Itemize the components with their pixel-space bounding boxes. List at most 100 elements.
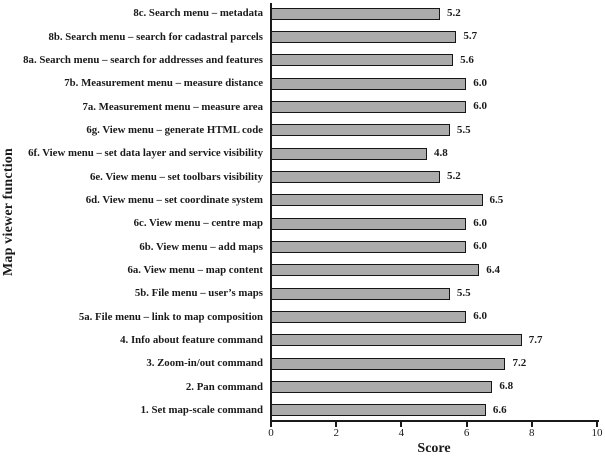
tick-mark — [400, 422, 403, 427]
category-label: 8c. Search menu – metadata — [0, 8, 270, 19]
bar — [270, 77, 467, 90]
bar-track: 6.6 — [270, 399, 597, 422]
category-label: 6a. View menu – map content — [0, 265, 270, 276]
value-label: 6.0 — [473, 310, 487, 323]
category-label: 3. Zoom-in/out command — [0, 358, 270, 369]
value-label: 7.7 — [528, 333, 543, 346]
tick-mark — [596, 422, 598, 427]
tick-mark — [270, 422, 272, 427]
category-label-text: 6e. View menu – set toolbars visibility — [89, 170, 263, 183]
category-label-text: 8a. Search menu – search for addresses a… — [23, 53, 263, 66]
category-label-text: 3. Zoom-in/out command — [146, 357, 263, 370]
tick-label: 10 — [591, 427, 603, 439]
value-label: 5.5 — [456, 287, 471, 300]
value-label: 6.0 — [473, 217, 487, 230]
category-label: 6d. View menu – set coordinate system — [0, 195, 270, 206]
category-label-text: 4. Info about feature command — [120, 333, 263, 346]
x-axis-tick-labels: 0 2 4 6 8 10 — [268, 427, 602, 441]
chart-row: 5a. File menu – link to map composition 6… — [0, 305, 597, 328]
value-label: 6.8 — [499, 380, 514, 393]
chart-row: 3. Zoom-in/out command 7.2 — [0, 352, 597, 375]
bar — [270, 7, 441, 20]
chart-row: 8b. Search menu – search for cadastral p… — [0, 25, 597, 48]
category-label-text: 5a. File menu – link to map composition — [78, 310, 263, 323]
chart-row: 7a. Measurement menu – measure area 6.0 — [0, 95, 597, 118]
category-label: 8a. Search menu – search for addresses a… — [0, 55, 270, 66]
value-label: 6.6 — [492, 403, 507, 416]
value-label: 6.0 — [473, 77, 487, 90]
bar-track: 6.0 — [270, 212, 597, 235]
bar-track: 7.7 — [270, 329, 597, 352]
category-label-text: 6c. View menu – centre map — [133, 217, 263, 230]
chart-row: 5b. File menu – user’s maps 5.5 — [0, 282, 597, 305]
category-label-text: 6d. View menu – set coordinate system — [85, 193, 263, 206]
tick-label: 6 — [463, 427, 470, 439]
value-label: 5.6 — [460, 53, 474, 66]
bar-track: 6.5 — [270, 189, 597, 212]
bar-track: 5.5 — [270, 119, 597, 142]
tick-mark — [465, 422, 468, 427]
chart-row: 7b. Measurement menu – measure distance 6… — [0, 72, 597, 95]
bar-track: 5.5 — [270, 282, 597, 305]
tick-mark — [335, 422, 338, 427]
category-label: 5b. File menu – user’s maps — [0, 288, 270, 299]
bar — [270, 124, 450, 137]
y-axis-line — [270, 3, 272, 422]
bar — [270, 194, 483, 207]
tick-label: 0 — [268, 427, 274, 439]
value-label: 6.5 — [489, 193, 504, 206]
category-label: 6b. View menu – add maps — [0, 240, 270, 253]
bar — [270, 240, 467, 253]
value-label: 6.0 — [473, 240, 487, 253]
bar-track: 6.8 — [270, 375, 597, 398]
value-label: 5.2 — [447, 7, 461, 20]
x-axis-ticks — [270, 422, 598, 427]
chart-row: 2. Pan command 6.8 — [0, 375, 597, 398]
chart-row: 6g. View menu – generate HTML code 5.5 — [0, 119, 597, 142]
bar — [270, 310, 467, 323]
bar — [270, 287, 450, 300]
category-label: 7a. Measurement menu – measure area — [0, 100, 270, 113]
bar — [270, 357, 506, 370]
category-label-text: 7a. Measurement menu – measure area — [82, 100, 263, 113]
category-label-text: 6b. View menu – add maps — [139, 240, 263, 253]
category-label: 5a. File menu – link to map composition — [0, 310, 270, 323]
chart-row: 6c. View menu – centre map 6.0 — [0, 212, 597, 235]
bar — [270, 147, 427, 160]
category-label-text: 8b. Search menu – search for cadastral p… — [48, 30, 263, 43]
value-label: 4.8 — [433, 147, 448, 160]
bar — [270, 100, 467, 113]
category-label: 6c. View menu – centre map — [0, 218, 270, 229]
bar — [270, 30, 457, 43]
value-label: 5.5 — [456, 123, 471, 136]
category-label: 1. Set map-scale command — [0, 405, 270, 416]
bar-track: 6.4 — [270, 259, 597, 282]
bar — [270, 54, 454, 67]
tick-label: 8 — [529, 427, 535, 439]
bar-track: 6.0 — [270, 95, 597, 118]
category-label-text: 7b. Measurement menu – measure distance — [64, 77, 263, 90]
bar-track: 6.0 — [270, 72, 597, 95]
chart-row: 6e. View menu – set toolbars visibility 5… — [0, 165, 597, 188]
bar — [270, 217, 467, 230]
category-label-text: 2. Pan command — [185, 380, 263, 393]
category-label: 7b. Measurement menu – measure distance — [0, 78, 270, 89]
category-label: 6e. View menu – set toolbars visibility — [0, 170, 270, 183]
category-label-text: 6f. View menu – set data layer and servi… — [28, 147, 263, 160]
value-label: 6.0 — [473, 100, 487, 113]
x-axis-line — [270, 420, 599, 422]
bar-track: 5.7 — [270, 25, 597, 48]
x-axis-title: Score — [417, 441, 451, 456]
value-label: 5.7 — [463, 30, 478, 43]
bar-track: 5.6 — [270, 49, 597, 72]
tick-label: 4 — [398, 427, 405, 439]
category-label-text: 1. Set map-scale command — [140, 403, 263, 416]
category-label: 6f. View menu – set data layer and servi… — [0, 148, 270, 159]
category-label-text: 8c. Search menu – metadata — [133, 7, 263, 20]
bar-track: 6.0 — [270, 305, 597, 328]
bar-track: 4.8 — [270, 142, 597, 165]
bars-area: 8c. Search menu – metadata 5.2 8b. Search … — [0, 2, 597, 422]
bar — [270, 404, 486, 417]
chart-row: 6a. View menu – map content 6.4 — [0, 259, 597, 282]
chart-row: 4. Info about feature command 7.7 — [0, 329, 597, 352]
